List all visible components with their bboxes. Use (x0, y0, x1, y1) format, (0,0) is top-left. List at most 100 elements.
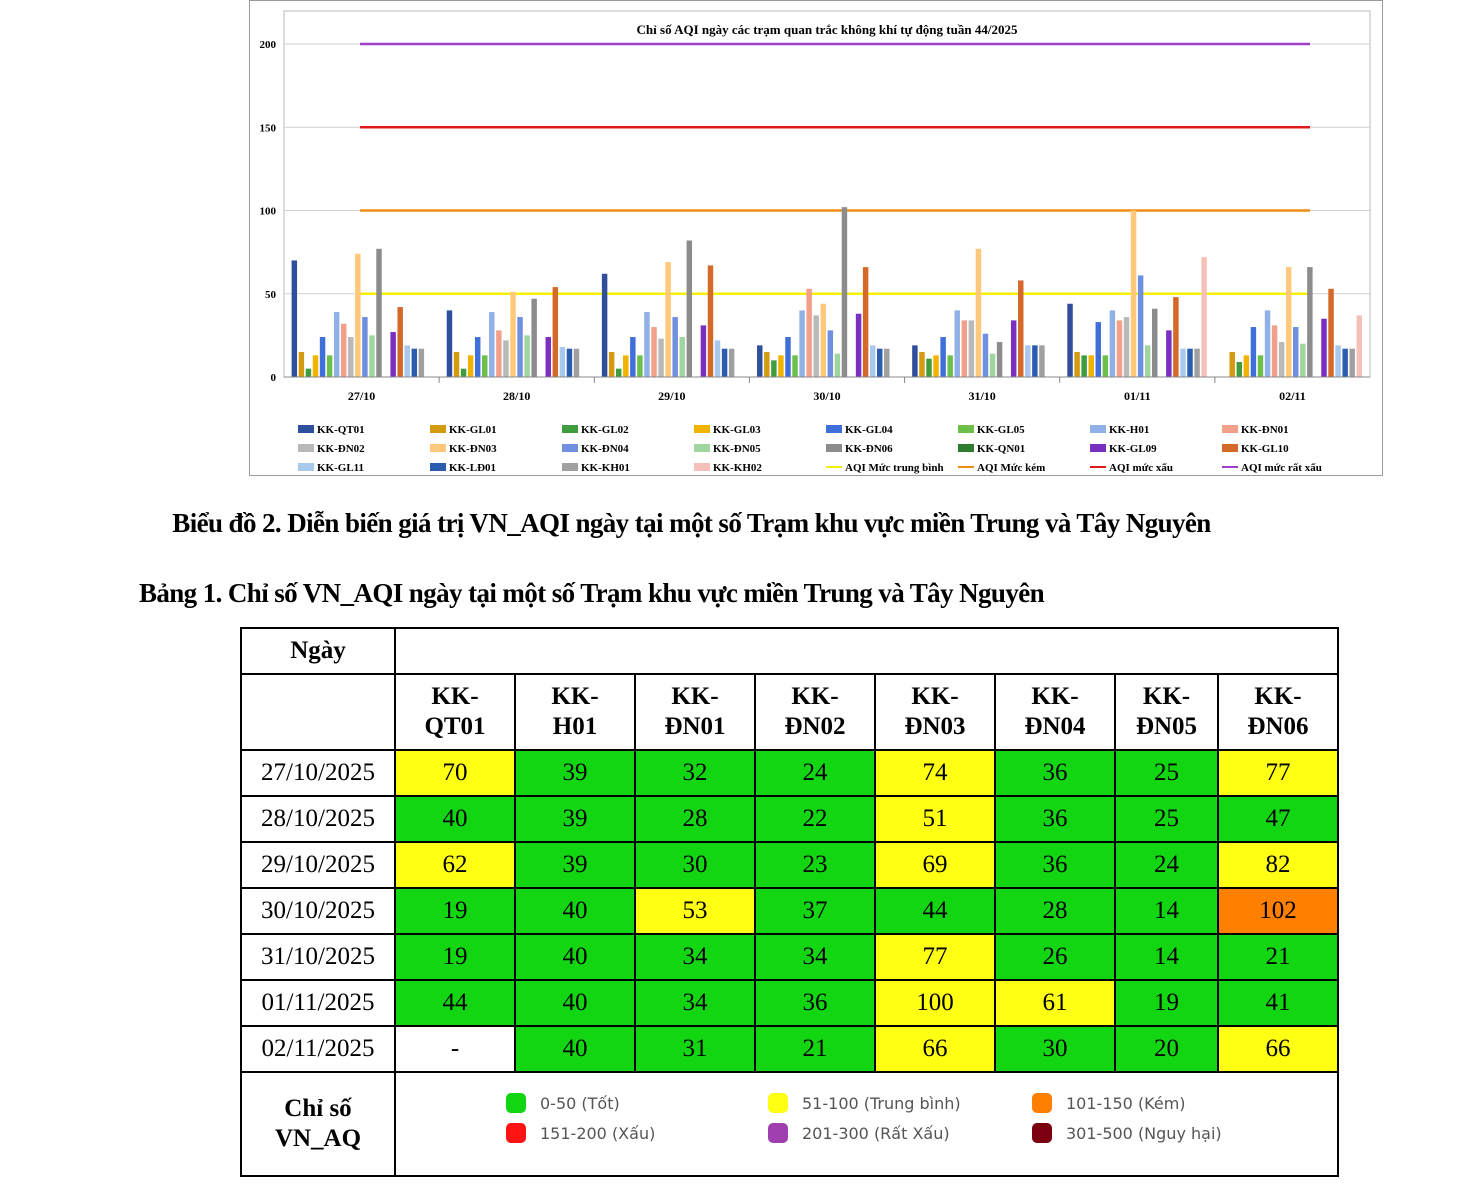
aqi-value-cell: - (394, 1025, 516, 1073)
legend-label: KK-QT01 (317, 424, 365, 436)
date-cell: 02/11/2025 (240, 1025, 396, 1073)
aqi-value-cell: 22 (754, 795, 876, 843)
bar (1250, 327, 1257, 377)
bar (651, 327, 657, 377)
bar (947, 355, 953, 377)
legend-swatch (298, 425, 314, 433)
table-row: 27/10/2025 70 39 32 24 74 36 25 77 (240, 749, 1339, 797)
bar (1130, 210, 1137, 377)
bar (1356, 315, 1362, 377)
col-header: KK- ĐN01 (634, 673, 756, 751)
bar (1293, 327, 1299, 377)
date-cell: 29/10/2025 (240, 841, 396, 889)
bar (757, 345, 763, 377)
bar (1166, 330, 1172, 377)
aqi-value-cell: 36 (994, 795, 1116, 843)
bar (1194, 348, 1200, 377)
table-row: 28/10/2025 40 39 28 22 51 36 25 47 (240, 795, 1339, 843)
aqi-value-cell: 44 (874, 887, 996, 935)
legend-swatch (562, 425, 578, 433)
bar (1137, 275, 1144, 377)
col-header: KK- ĐN04 (994, 673, 1116, 751)
date-cell: 01/11/2025 (240, 979, 396, 1027)
legend-swatch (694, 444, 710, 452)
bar (326, 355, 333, 377)
bar (771, 360, 777, 377)
aqi-chart-svg: Chỉ số AQI ngày các trạm quan trắc không… (260, 10, 1371, 474)
col-header: KK- ĐN05 (1114, 673, 1219, 751)
bar (404, 345, 410, 377)
aqi-chart: Chỉ số AQI ngày các trạm quan trắc không… (249, 0, 1383, 476)
stations-header-blank (394, 627, 1339, 675)
bar (1264, 310, 1271, 377)
bar (298, 352, 305, 377)
x-tick-label: 29/10 (658, 389, 685, 403)
aqi-value-cell: 66 (1217, 1025, 1339, 1073)
legend-label: 151-200 (Xấu) (540, 1123, 656, 1143)
aqi-value-cell: 70 (394, 749, 516, 797)
legend-row: Chỉ số VN_AQ 0-50 (Tốt) 51-100 (Trung bình… (240, 1071, 1339, 1177)
legend-label: KK-KH02 (713, 462, 762, 474)
bar (496, 330, 502, 377)
aqi-value-cell: 20 (1114, 1025, 1219, 1073)
bar (877, 348, 883, 377)
bar (912, 345, 918, 377)
aqi-value-cell: 69 (874, 841, 996, 889)
aqi-value-cell: 74 (874, 749, 996, 797)
aqi-value-cell: 23 (754, 841, 876, 889)
bar (1109, 310, 1116, 377)
x-tick-label: 27/10 (348, 389, 375, 403)
bar (975, 248, 982, 377)
aqi-value-cell: 39 (514, 749, 636, 797)
aqi-value-cell: 19 (394, 933, 516, 981)
bar (453, 352, 460, 377)
bar (1335, 345, 1341, 377)
chart-title: Chỉ số AQI ngày các trạm quan trắc không… (637, 22, 1018, 37)
bar (559, 347, 566, 377)
legend-label: KK-H01 (1109, 424, 1149, 436)
bar (531, 298, 537, 377)
legend-swatch (430, 463, 446, 471)
bar (467, 355, 474, 377)
aqi-value-cell: 47 (1217, 795, 1339, 843)
aqi-value-cell: 44 (394, 979, 516, 1027)
bar (1321, 318, 1327, 377)
col-header: KK- ĐN06 (1217, 673, 1339, 751)
bar (362, 317, 368, 377)
aqi-value-cell: 37 (754, 887, 876, 935)
legend-swatch (1090, 444, 1106, 452)
bar (601, 273, 608, 377)
bar (1278, 342, 1285, 377)
bar (982, 333, 989, 377)
bar (545, 337, 551, 377)
legend-swatch (1032, 1123, 1052, 1143)
station-header-row: KK- QT01 KK- H01 KK- ĐN01 KK- ĐN02 KK- ĐN03 K… (240, 673, 1339, 751)
bar (728, 348, 735, 377)
x-tick-label: 02/11 (1279, 389, 1306, 403)
table-caption: Bảng 1. Chỉ số VN_AQI ngày tại một số Tr… (138, 578, 1045, 608)
legend-swatch (1222, 425, 1238, 433)
bar (319, 337, 326, 377)
table-row: 29/10/2025 62 39 30 23 69 36 24 82 (240, 841, 1339, 889)
bar (474, 337, 481, 377)
legend-swatch (768, 1123, 788, 1143)
legend-label: KK-GL04 (845, 424, 893, 436)
bar (672, 317, 678, 377)
legend-label: AQI Mức trung bình (845, 462, 944, 474)
aqi-value-cell: 36 (994, 841, 1116, 889)
aqi-value-cell: 40 (514, 933, 636, 981)
col-header: KK- ĐN02 (754, 673, 876, 751)
bar (1328, 288, 1334, 377)
aqi-value-cell: 36 (754, 979, 876, 1027)
bar (446, 310, 453, 377)
bar (418, 348, 425, 377)
bar (862, 267, 869, 377)
bar (460, 368, 467, 377)
legend-label: KK-GL05 (977, 424, 1025, 436)
bar (390, 332, 396, 377)
aqi-value-cell: 66 (874, 1025, 996, 1073)
bar (1102, 355, 1109, 377)
legend-label: KK-QN01 (977, 443, 1025, 455)
bar (1307, 267, 1313, 377)
bar (608, 352, 615, 377)
